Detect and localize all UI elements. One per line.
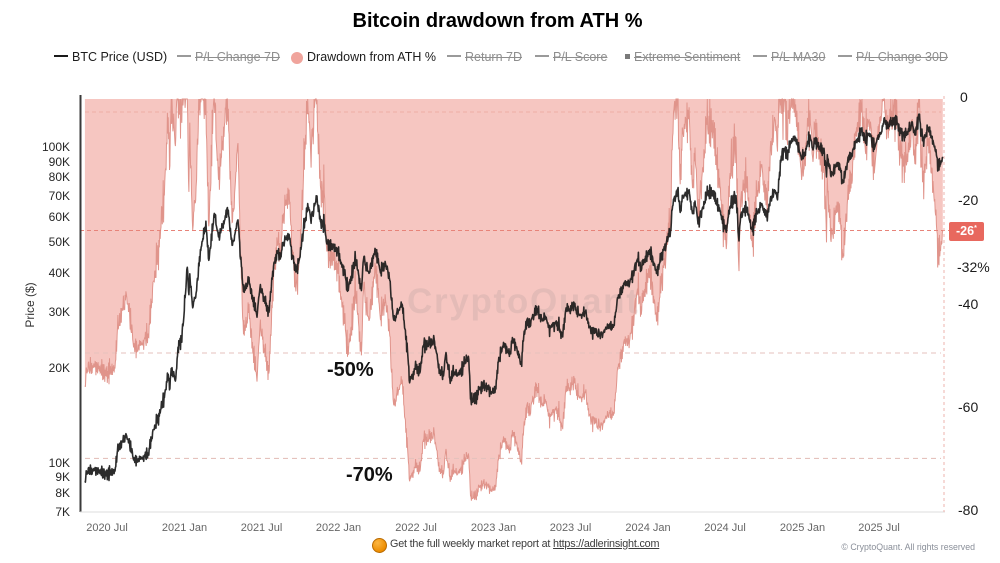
svg-text:CryptoQuant: CryptoQuant xyxy=(407,282,640,321)
